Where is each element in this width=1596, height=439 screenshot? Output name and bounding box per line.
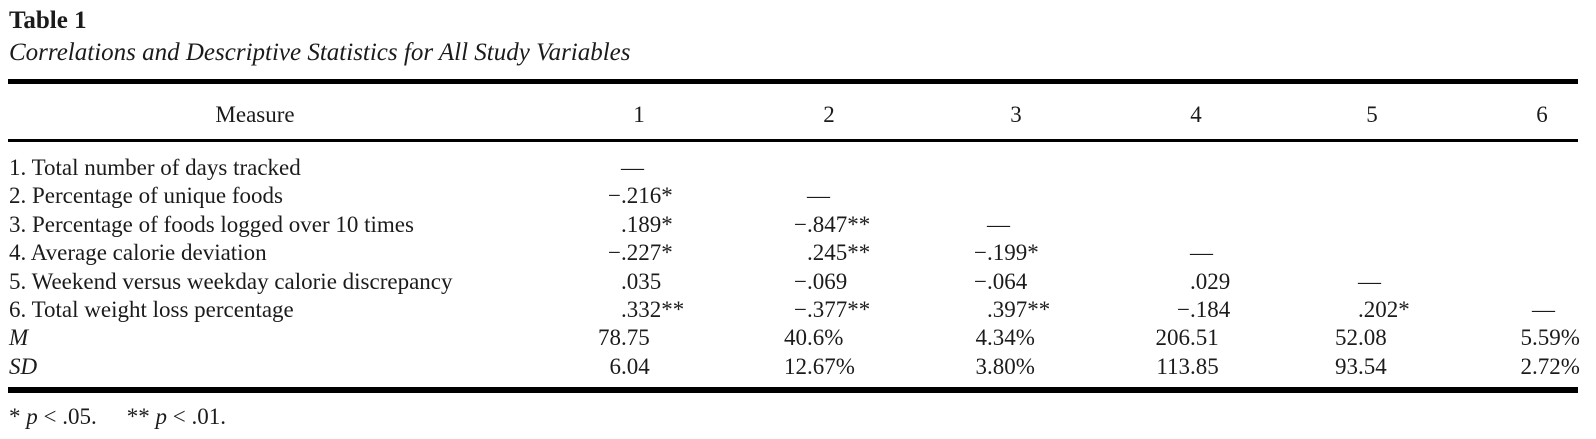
row-measure-label: 3. Percentage of foods logged over 10 ti… <box>9 211 414 237</box>
table-cell: .189* <box>621 211 673 237</box>
row-measure-label: 6. Total weight loss percentage <box>9 296 294 322</box>
table-row: M 78.75 40.6% 4.34% 206.51 52.08 5.59% <box>0 324 1596 352</box>
table-cell: 113.85 <box>1156 353 1219 379</box>
table-cell: 206.51 <box>1155 325 1219 351</box>
table-caption: Correlations and Descriptive Statistics … <box>9 39 631 66</box>
note-text: < .01. <box>166 404 226 429</box>
note-text: * <box>9 404 27 429</box>
table-cell: .332** <box>621 296 685 322</box>
note-text: p <box>26 404 38 429</box>
table-note: * p < .05. ** p < .01. <box>9 402 226 432</box>
table-cell: 78.75 <box>598 325 650 351</box>
table-cell: — <box>1532 296 1555 322</box>
table-cell: 6.04 <box>609 353 650 379</box>
table-cell: −.227* <box>608 240 673 266</box>
column-header-4: 4 <box>1190 102 1202 127</box>
column-header-5: 5 <box>1366 102 1378 127</box>
column-header-1: 1 <box>633 102 645 127</box>
row-measure-label: 4. Average calorie deviation <box>9 240 267 266</box>
table-cell: 40.6% <box>784 325 844 351</box>
table-row: 2. Percentage of unique foods −.216* — <box>0 182 1596 210</box>
table-cell: — <box>1190 240 1213 266</box>
note-text: < .05. <box>37 404 97 429</box>
column-header-2: 2 <box>823 102 835 127</box>
table-cell: — <box>987 211 1010 237</box>
header-rule <box>8 139 1578 142</box>
table-row: 4. Average calorie deviation −.227* .245**… <box>0 239 1596 267</box>
table-cell: −.199* <box>974 240 1039 266</box>
column-header-3: 3 <box>1010 102 1022 127</box>
row-measure-label: 2. Percentage of unique foods <box>9 183 284 209</box>
table-cell: −.184 <box>1177 296 1231 322</box>
bottom-rule <box>8 387 1578 393</box>
table-cell: 52.08 <box>1335 325 1387 351</box>
table-row: 5. Weekend versus weekday calorie discre… <box>0 268 1596 296</box>
table-cell: 93.54 <box>1335 353 1387 379</box>
table-cell: −.064 <box>974 268 1028 294</box>
table-cell: .202* <box>1358 296 1410 322</box>
column-header-6: 6 <box>1536 102 1548 127</box>
table-cell: −.377** <box>794 296 871 322</box>
note-text: ** <box>126 404 156 429</box>
table-row: SD 6.04 12.67% 3.80% 113.85 93.54 2.72% <box>0 353 1596 381</box>
column-header-measure: Measure <box>215 102 295 127</box>
table-label: Table 1 <box>9 7 87 34</box>
row-measure-label: M <box>9 325 29 351</box>
table-body: 1. Total number of days tracked —2. Perce… <box>0 154 1596 381</box>
top-rule <box>8 79 1578 84</box>
table-row: 1. Total number of days tracked — <box>0 154 1596 182</box>
table-cell: 2.72% <box>1520 353 1580 379</box>
table-cell: .035 <box>621 268 662 294</box>
table-cell: 4.34% <box>975 325 1035 351</box>
table-cell: — <box>807 183 830 209</box>
table-cell: — <box>1358 268 1381 294</box>
table-header-row: Measure 1 2 3 4 5 6 <box>0 101 1596 131</box>
row-measure-label: 1. Total number of days tracked <box>9 155 301 180</box>
table-cell: −.216* <box>608 183 673 209</box>
table-cell: −.847** <box>794 211 871 237</box>
table-row: 6. Total weight loss percentage .332** −.3… <box>0 296 1596 324</box>
table-cell: 12.67% <box>784 353 855 379</box>
table-cell: .397** <box>987 296 1051 322</box>
table-cell: — <box>621 155 644 180</box>
note-text: p <box>155 404 167 429</box>
table-cell: 3.80% <box>975 353 1035 379</box>
table-cell: 5.59% <box>1520 325 1580 351</box>
table-cell: .029 <box>1190 268 1231 294</box>
row-measure-label: SD <box>9 353 38 379</box>
table-row: 3. Percentage of foods logged over 10 ti… <box>0 211 1596 239</box>
table-cell: .245** <box>807 240 871 266</box>
table-cell: −.069 <box>794 268 848 294</box>
row-measure-label: 5. Weekend versus weekday calorie discre… <box>9 268 453 294</box>
